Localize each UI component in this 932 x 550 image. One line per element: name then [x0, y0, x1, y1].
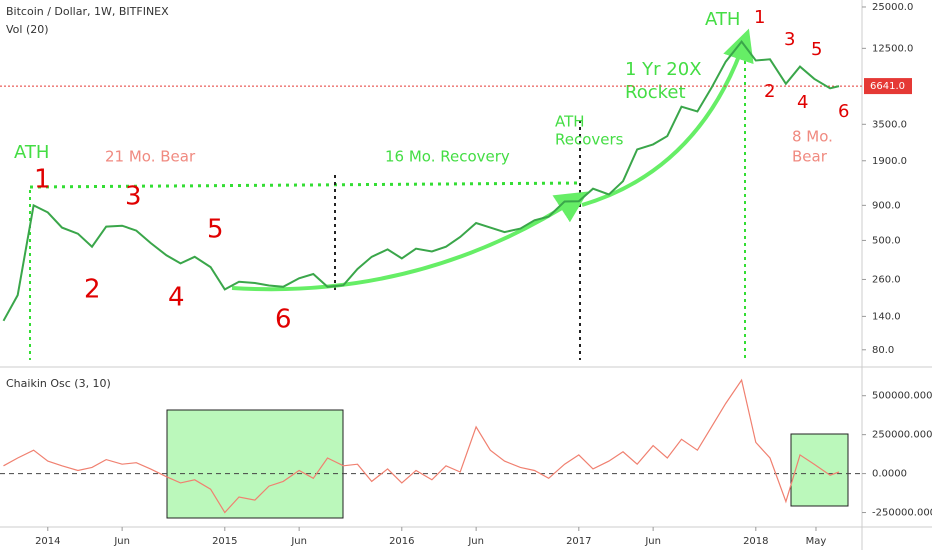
y-tick-label: 250000.0000	[872, 430, 932, 441]
annotation: 5	[811, 39, 822, 60]
annotation: Rocket	[625, 82, 686, 103]
annotation: 6	[275, 305, 292, 335]
annotation: 8 Mo.	[792, 128, 833, 146]
x-tick-label: 2017	[566, 536, 591, 547]
series-line	[2, 39, 840, 322]
recovery-arrow	[231, 191, 589, 292]
annotation: 21 Mo. Bear	[105, 148, 196, 166]
x-tick-label: Jun	[113, 536, 130, 547]
annotation: 4	[797, 92, 808, 113]
last-price-tag	[864, 78, 912, 95]
y-tick-label: 900.0	[872, 200, 901, 211]
annotation: ATH	[705, 9, 740, 30]
annotation: 3	[784, 29, 795, 50]
x-tick-label: Jun	[467, 536, 484, 547]
x-tick-label: 2018	[743, 536, 768, 547]
y-tick-label: -250000.0000	[872, 508, 932, 519]
x-tick-label: 2015	[212, 536, 237, 547]
x-tick-label: 2016	[389, 536, 414, 547]
annotation: 5	[207, 215, 224, 245]
rocket-arrow	[581, 28, 754, 207]
y-tick-label: 140.0	[872, 311, 901, 322]
last-price-label: 6641.0	[870, 81, 905, 92]
y-tick-label: 12500.0	[872, 43, 913, 54]
ath-level	[29, 181, 581, 189]
x-tick-label: 2014	[35, 536, 60, 547]
y-tick-label: 80.0	[872, 345, 894, 356]
annotation: 2	[764, 81, 775, 102]
annotation: 1	[34, 165, 51, 195]
y-tick-label: 260.0	[872, 274, 901, 285]
y-tick-label: 1900.0	[872, 156, 907, 167]
annotation: 2	[84, 275, 101, 305]
volume-label: Vol (20)	[6, 23, 49, 36]
annotation: 1	[754, 7, 765, 28]
annotation: 6	[838, 101, 849, 122]
y-tick-label: 25000.0	[872, 2, 913, 13]
annotation: ATH	[14, 142, 49, 163]
annotation: 3	[125, 182, 142, 212]
symbol-title: Bitcoin / Dollar, 1W, BITFINEX	[6, 5, 169, 18]
highlight-box	[790, 433, 849, 507]
x-tick-label: Jun	[290, 536, 307, 547]
y-tick-label: 0.0000	[872, 469, 907, 480]
annotation: 4	[168, 283, 185, 313]
y-tick-label: 500.0	[872, 235, 901, 246]
x-tick-label: May	[806, 536, 827, 547]
y-tick-label: 500000.0000	[872, 391, 932, 402]
oscillator-label: Chaikin Osc (3, 10)	[6, 377, 111, 390]
annotation: Bear	[792, 148, 828, 166]
annotation: Recovers	[555, 131, 624, 149]
x-tick-label: Jun	[644, 536, 661, 547]
y-tick-label: 3500.0	[872, 119, 907, 130]
annotation: 16 Mo. Recovery	[385, 148, 510, 166]
annotation: 1 Yr 20X	[625, 59, 702, 80]
series-line	[3, 378, 840, 514]
annotation: ATH	[555, 113, 585, 131]
highlight-box	[166, 409, 344, 519]
